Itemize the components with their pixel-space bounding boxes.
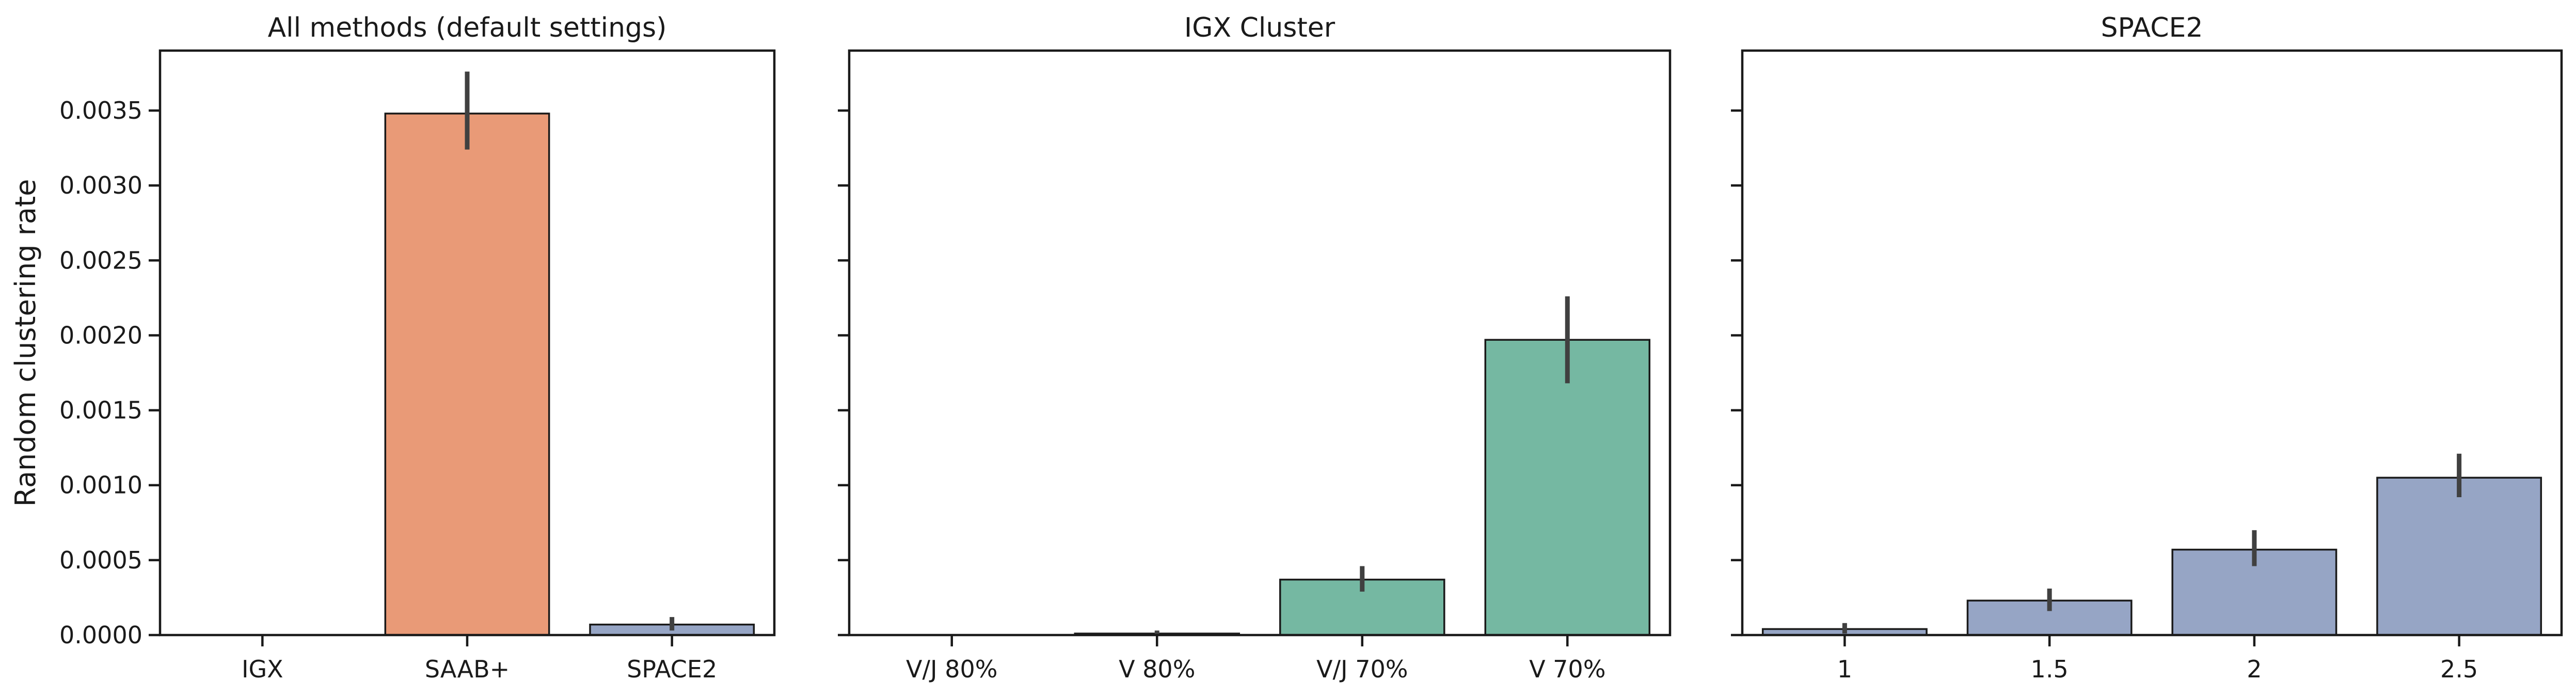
x-tick-label-2-3: V/J 70%: [1316, 655, 1408, 683]
chart-panel-3: 1 1.5 2 2.5 SPACE2: [1731, 12, 2563, 683]
y-tick-label-1: 0.0000: [59, 621, 142, 649]
x-tick-label-3-1: 1: [1837, 655, 1852, 683]
x-tick-label-2-2: V 80%: [1119, 655, 1195, 683]
plot-frame-2: [848, 49, 1672, 637]
x-tick-label-3-3: 2: [2247, 655, 2262, 683]
y-axis-label: Random clustering rate: [9, 179, 42, 507]
chart-title-3: SPACE2: [2101, 12, 2203, 43]
y-tick-label-6: 0.0025: [59, 246, 142, 274]
x-tick-label-1-2: SAAB+: [425, 655, 510, 683]
plot-frame-1: [158, 49, 776, 637]
y-tick-label-4: 0.0015: [59, 397, 142, 424]
x-tick-label-3-2: 1.5: [2031, 655, 2069, 683]
chart-panel-1: IGX SAAB+ SPACE2 0.0000 0.0005 0.0010 0.0015 0.…: [9, 12, 776, 683]
bar-2-4: [1484, 339, 1650, 636]
chart-title-2: IGX Cluster: [1184, 12, 1335, 43]
y-tick-label-3: 0.0010: [59, 471, 142, 499]
y-tick-label-2: 0.0005: [59, 546, 142, 574]
y-tick-label-5: 0.0020: [59, 321, 142, 349]
bar-1-2: [384, 113, 550, 636]
plot-frame-3: [1741, 49, 2563, 637]
x-tick-label-2-1: V/J 80%: [906, 655, 997, 683]
bar-3-4: [2376, 477, 2542, 636]
chart-title-1: All methods (default settings): [268, 12, 667, 43]
x-tick-label-1-1: IGX: [242, 655, 283, 683]
y-tick-label-8: 0.0035: [59, 97, 142, 124]
x-tick-label-3-4: 2.5: [2440, 655, 2478, 683]
x-tick-label-2-4: V 70%: [1529, 655, 1605, 683]
x-tick-label-1-3: SPACE2: [627, 655, 717, 683]
chart-panel-2: V/J 80% V 80% V/J 70% V 70% IGX Cluster: [838, 12, 1672, 683]
y-tick-label-7: 0.0030: [59, 171, 142, 199]
